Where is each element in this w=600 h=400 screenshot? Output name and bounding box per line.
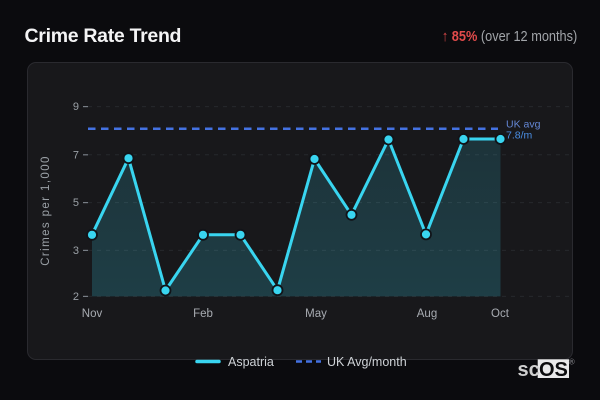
svg-text:UK Avg/month: UK Avg/month: [327, 355, 407, 369]
svg-text:7.8/m: 7.8/m: [506, 130, 533, 142]
svg-text:Aug: Aug: [417, 308, 437, 320]
svg-text:UK avg: UK avg: [506, 119, 541, 131]
svg-text:Aspatria: Aspatria: [228, 355, 274, 369]
svg-text:9: 9: [73, 101, 79, 113]
svg-text:Feb: Feb: [193, 308, 213, 320]
svg-text:sc: sc: [518, 359, 540, 381]
svg-text:May: May: [305, 308, 327, 320]
svg-text:3: 3: [73, 245, 79, 257]
svg-text:®: ®: [569, 358, 575, 367]
svg-text:2: 2: [73, 291, 79, 303]
svg-text:5: 5: [73, 197, 79, 209]
svg-text:7: 7: [73, 149, 79, 161]
svg-text:OS: OS: [539, 359, 568, 381]
svg-text:Nov: Nov: [82, 308, 103, 320]
svg-text:Crimes per 1,000: Crimes per 1,000: [40, 155, 52, 266]
svg-text:Oct: Oct: [491, 308, 510, 320]
